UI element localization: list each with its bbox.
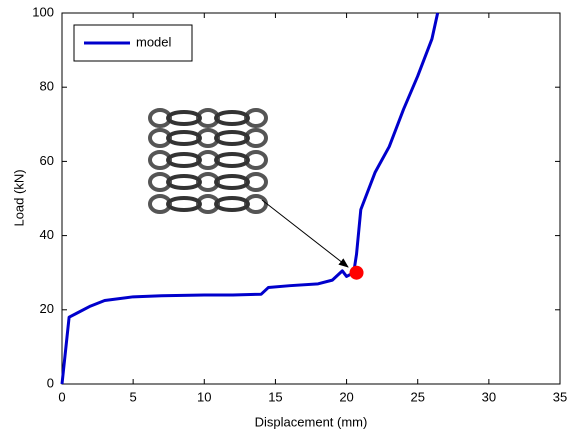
y-tick-label: 80	[40, 79, 54, 94]
chart: Displacement (mm) Load (kN) 0 5 10 15 20 25 30…	[0, 0, 574, 432]
plot-frame	[62, 13, 560, 384]
y-tick-label: 60	[40, 153, 54, 168]
pointer-arrow	[262, 200, 348, 267]
x-tick-label: 35	[553, 389, 567, 404]
legend-label: model	[136, 34, 172, 49]
y-axis-label: Load (kN)	[11, 169, 26, 226]
highlight-point	[350, 266, 364, 280]
y-tick-label: 20	[40, 301, 54, 316]
x-axis-label: Displacement (mm)	[255, 414, 368, 429]
inset-image	[150, 110, 266, 212]
page: {"chart_data": {"type": "line", "x_label…	[0, 0, 574, 432]
x-tick-label: 25	[410, 389, 424, 404]
x-tick-label: 20	[339, 389, 353, 404]
x-tick-label: 0	[58, 389, 65, 404]
y-tick-label: 0	[47, 375, 54, 390]
x-tick-label: 15	[268, 389, 282, 404]
y-tick-label: 40	[40, 227, 54, 242]
x-tick-label: 30	[482, 389, 496, 404]
x-tick-label: 10	[197, 389, 211, 404]
x-tick-label: 5	[130, 389, 137, 404]
y-tick-label: 100	[32, 4, 54, 19]
